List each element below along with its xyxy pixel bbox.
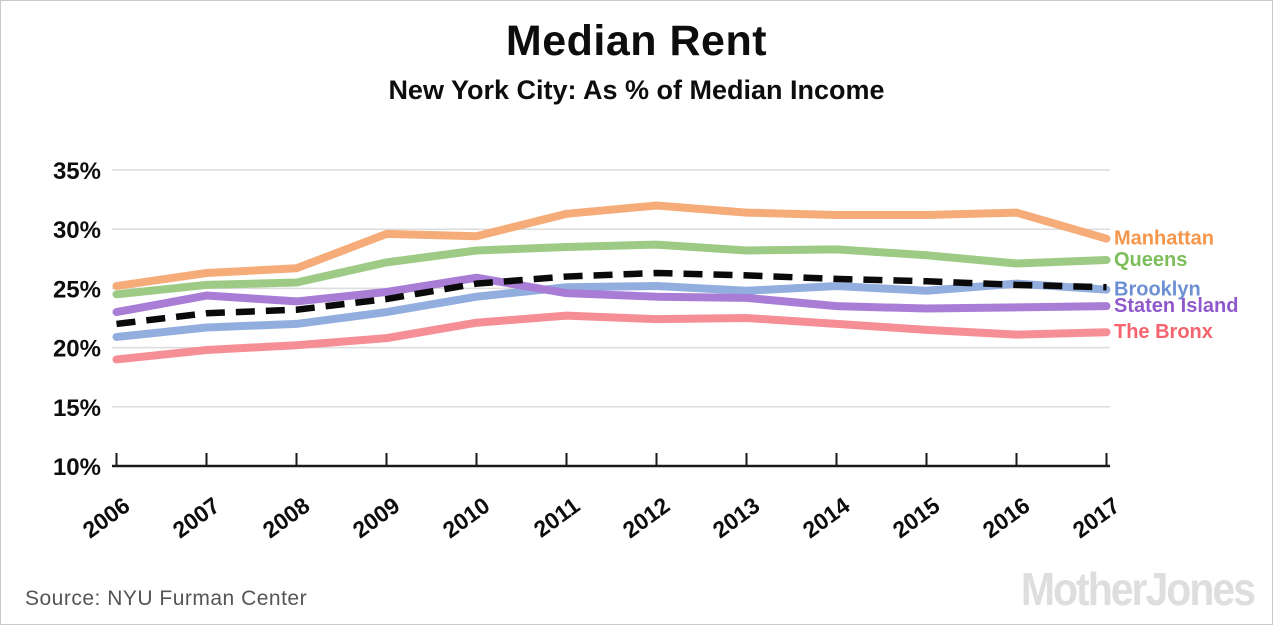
legend-label-brooklyn: Brooklyn: [1114, 279, 1201, 301]
y-axis-label: 20%: [53, 336, 101, 363]
x-axis-label: 2007: [168, 492, 225, 543]
x-axis-label: 2008: [258, 492, 315, 543]
x-axis-label: 2013: [708, 492, 765, 543]
y-axis-label: 25%: [53, 276, 101, 303]
y-axis-label: 30%: [53, 217, 101, 244]
y-axis-label: 15%: [53, 395, 101, 422]
chart-subtitle: New York City: As % of Median Income: [388, 75, 885, 105]
x-axis-label: 2010: [438, 492, 495, 543]
legend-label-queens: Queens: [1114, 249, 1187, 271]
series-line-brooklyn: [112, 279, 1111, 341]
x-axis-label: 2009: [348, 492, 405, 543]
y-axis-label: 10%: [53, 454, 101, 481]
legend-label-the-bronx: The Bronx: [1114, 321, 1213, 343]
x-axis-label: 2012: [618, 492, 675, 543]
motherjones-logo: MotherJones: [1020, 563, 1256, 615]
x-axis-label: 2017: [1068, 492, 1125, 543]
legend-label-manhattan: Manhattan: [1114, 228, 1214, 250]
series-line-the-bronx: [112, 311, 1111, 364]
source-note: Source: NYU Furman Center: [25, 587, 308, 610]
x-axis-label: 2015: [888, 492, 945, 543]
y-axis-label: 35%: [53, 158, 101, 185]
x-axis-label: 2011: [529, 492, 585, 542]
x-axis-label: 2016: [978, 492, 1035, 543]
x-axis-label: 2006: [78, 492, 135, 543]
legend-label-staten-island: Staten Island: [1114, 295, 1238, 317]
series-line-staten-island: [112, 273, 1111, 317]
series-line-queens: [112, 240, 1111, 299]
series-line-manhattan: [112, 201, 1111, 291]
chart-title: Median Rent: [505, 17, 768, 65]
citywide-dashed-line: [116, 269, 1107, 328]
x-axis-label: 2014: [798, 492, 855, 543]
